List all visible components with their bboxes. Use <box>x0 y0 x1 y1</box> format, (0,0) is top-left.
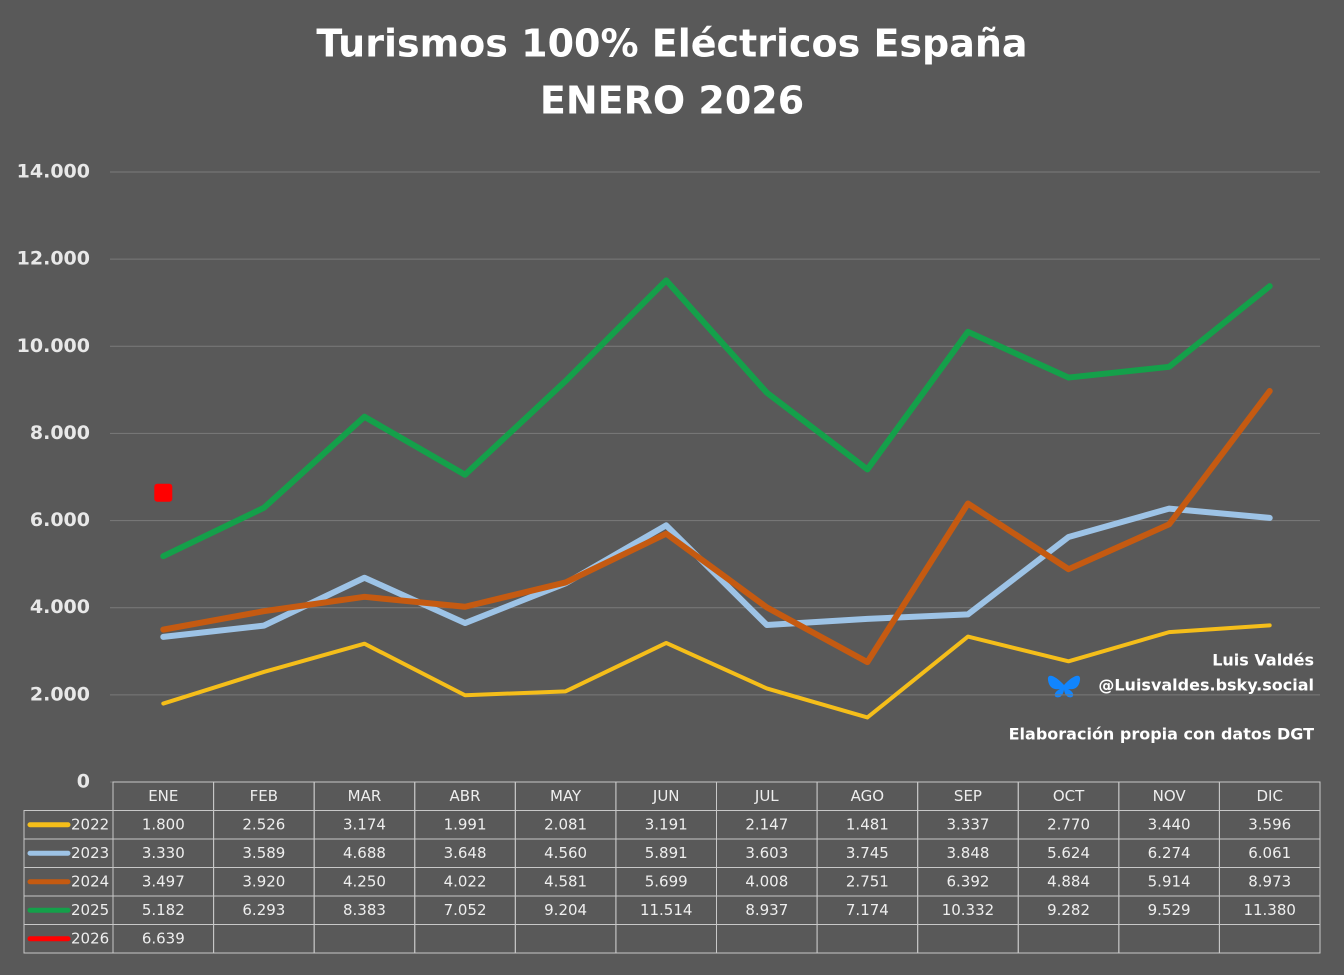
table-value: 9.204 <box>544 901 587 919</box>
table-value: 4.008 <box>745 872 788 890</box>
table-cell <box>615 924 718 954</box>
table-value: 8.383 <box>343 901 386 919</box>
table-cell <box>917 924 1019 954</box>
table-value: 3.920 <box>242 872 285 890</box>
table-header: ENE <box>148 787 178 805</box>
table-header: MAY <box>550 787 582 805</box>
table-value: 3.745 <box>846 844 889 862</box>
legend-label: 2025 <box>71 901 109 919</box>
table-value: 3.589 <box>242 844 285 862</box>
table-header: DIC <box>1256 787 1282 805</box>
table-value: 8.973 <box>1248 872 1291 890</box>
series-line <box>161 623 1272 720</box>
table-value: 11.514 <box>640 901 693 919</box>
table-header: OCT <box>1053 787 1085 805</box>
table-value: 2.147 <box>745 815 788 833</box>
table-value: 6.639 <box>142 929 185 947</box>
table-value: 3.497 <box>142 872 185 890</box>
table-header: FEB <box>250 787 278 805</box>
table-cell <box>1118 924 1220 954</box>
table-header: AGO <box>851 787 884 805</box>
series-line <box>160 388 1273 666</box>
y-tick-label: 4.000 <box>30 596 90 618</box>
table-header: JUN <box>652 787 680 805</box>
chart-subtitle: ENERO 2026 <box>540 79 804 123</box>
series-line <box>160 505 1273 640</box>
legend-label: 2022 <box>71 815 109 833</box>
table-value: 9.529 <box>1148 901 1191 919</box>
table-value: 6.274 <box>1148 844 1191 862</box>
series-marker <box>154 483 173 502</box>
table-value: 3.337 <box>946 815 989 833</box>
y-tick-label: 12.000 <box>17 248 90 270</box>
y-tick-label: 10.000 <box>17 335 90 357</box>
table-header: JUL <box>754 787 779 805</box>
legend-label: 2023 <box>71 844 109 862</box>
table-value: 10.332 <box>942 901 995 919</box>
table-value: 5.699 <box>645 872 688 890</box>
y-tick-label: 14.000 <box>17 161 90 183</box>
butterfly-icon <box>1047 675 1081 698</box>
table-value: 4.581 <box>544 872 587 890</box>
legend-label: 2026 <box>71 929 109 947</box>
table-value: 4.884 <box>1047 872 1090 890</box>
table-cell <box>213 924 315 954</box>
table-header: MAR <box>348 787 382 805</box>
table-cell <box>313 924 416 954</box>
table-value: 8.937 <box>745 901 788 919</box>
table-value: 1.481 <box>846 815 889 833</box>
table-value: 6.392 <box>946 872 989 890</box>
author: Luis Valdés <box>1212 651 1314 670</box>
table-cell <box>816 924 919 954</box>
table-value: 3.174 <box>343 815 386 833</box>
table-value: 6.293 <box>242 901 285 919</box>
table-value: 1.800 <box>142 815 185 833</box>
series-line <box>160 277 1273 560</box>
table-value: 3.848 <box>946 844 989 862</box>
table-cell <box>514 924 617 954</box>
table-value: 4.688 <box>343 844 386 862</box>
table-header: NOV <box>1153 787 1187 805</box>
table-value: 5.624 <box>1047 844 1090 862</box>
table-value: 3.596 <box>1248 815 1291 833</box>
table-cell <box>716 924 818 954</box>
table-header: SEP <box>954 787 982 805</box>
table-cell <box>414 924 516 954</box>
author-handle: @Luisvaldes.bsky.social <box>1098 676 1314 695</box>
table-value: 3.330 <box>142 844 185 862</box>
table-cell <box>1218 924 1321 954</box>
chart-title: Turismos 100% Eléctricos España <box>316 22 1027 66</box>
y-tick-label: 6.000 <box>30 509 90 531</box>
table-value: 4.022 <box>444 872 487 890</box>
table-value: 2.770 <box>1047 815 1090 833</box>
table-header: ABR <box>450 787 481 805</box>
table-value: 1.991 <box>444 815 487 833</box>
table-value: 7.052 <box>444 901 487 919</box>
table-value: 5.891 <box>645 844 688 862</box>
table-value: 2.081 <box>544 815 587 833</box>
table-value: 3.648 <box>444 844 487 862</box>
y-tick-label: 0 <box>77 771 90 793</box>
table-value: 11.380 <box>1243 901 1296 919</box>
table-value: 3.603 <box>745 844 788 862</box>
table-value: 3.440 <box>1148 815 1191 833</box>
table-value: 7.174 <box>846 901 889 919</box>
table-value: 4.250 <box>343 872 386 890</box>
table-value: 6.061 <box>1248 844 1291 862</box>
table-value: 9.282 <box>1047 901 1090 919</box>
table-value: 4.560 <box>544 844 587 862</box>
legend-label: 2024 <box>71 872 109 890</box>
y-tick-label: 8.000 <box>30 422 90 444</box>
table-value: 3.191 <box>645 815 688 833</box>
y-tick-label: 2.000 <box>30 683 90 705</box>
table-value: 2.751 <box>846 872 889 890</box>
source-note: Elaboración propia con datos DGT <box>1009 725 1314 744</box>
table-value: 5.182 <box>142 901 185 919</box>
table-value: 5.914 <box>1148 872 1191 890</box>
table-value: 2.526 <box>242 815 285 833</box>
table-cell <box>1017 924 1120 954</box>
